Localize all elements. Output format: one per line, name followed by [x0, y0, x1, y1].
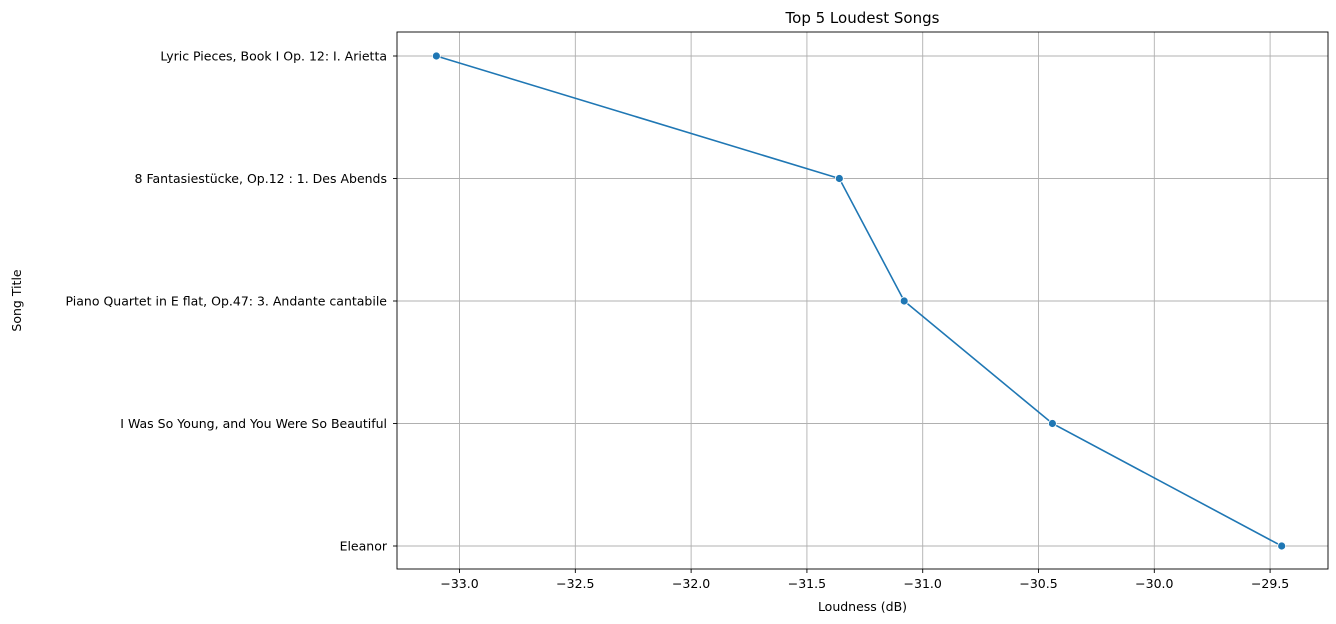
plot-frame: [396, 31, 1329, 570]
data-point: [899, 296, 909, 306]
x-tick-label: −29.5: [1251, 576, 1289, 591]
data-point: [834, 174, 844, 183]
grid: [397, 32, 1328, 569]
x-tick-label: −30.0: [1135, 576, 1173, 591]
data-point: [431, 51, 441, 61]
x-tick-label: −33.0: [440, 576, 478, 591]
chart-title: Top 5 Loudest Songs: [785, 9, 940, 27]
x-axis-title: Loudness (dB): [818, 599, 907, 614]
x-tick-label: −30.5: [1019, 576, 1057, 591]
data-point: [1277, 541, 1287, 551]
x-tick-label: −31.0: [904, 576, 942, 591]
y-tick-label: Lyric Pieces, Book I Op. 12: I. Arietta: [160, 49, 387, 64]
y-tick-label: 8 Fantasiestücke, Op.12 : 1. Des Abends: [135, 171, 387, 186]
data-point: [1048, 419, 1057, 428]
x-tick-label: −32.0: [672, 576, 710, 591]
x-tick-label: −32.5: [556, 576, 594, 591]
y-tick-label: Piano Quartet in E flat, Op.47: 3. Andan…: [66, 294, 388, 309]
x-tick-label: −31.5: [788, 576, 826, 591]
x-axis: −33.0 −32.5 −32.0 −31.5 −31.0 −30.5 −30.0 −29.5: [440, 569, 1289, 591]
series-loudness: [431, 51, 1287, 551]
y-axis: Lyric Pieces, Book I Op. 12: I. Arietta 8…: [66, 49, 397, 554]
y-tick-label: Eleanor: [340, 539, 388, 554]
y-tick-label: I Was So Young, and You Were So Beautifu…: [120, 416, 387, 431]
y-axis-title: Song Title: [9, 269, 24, 332]
